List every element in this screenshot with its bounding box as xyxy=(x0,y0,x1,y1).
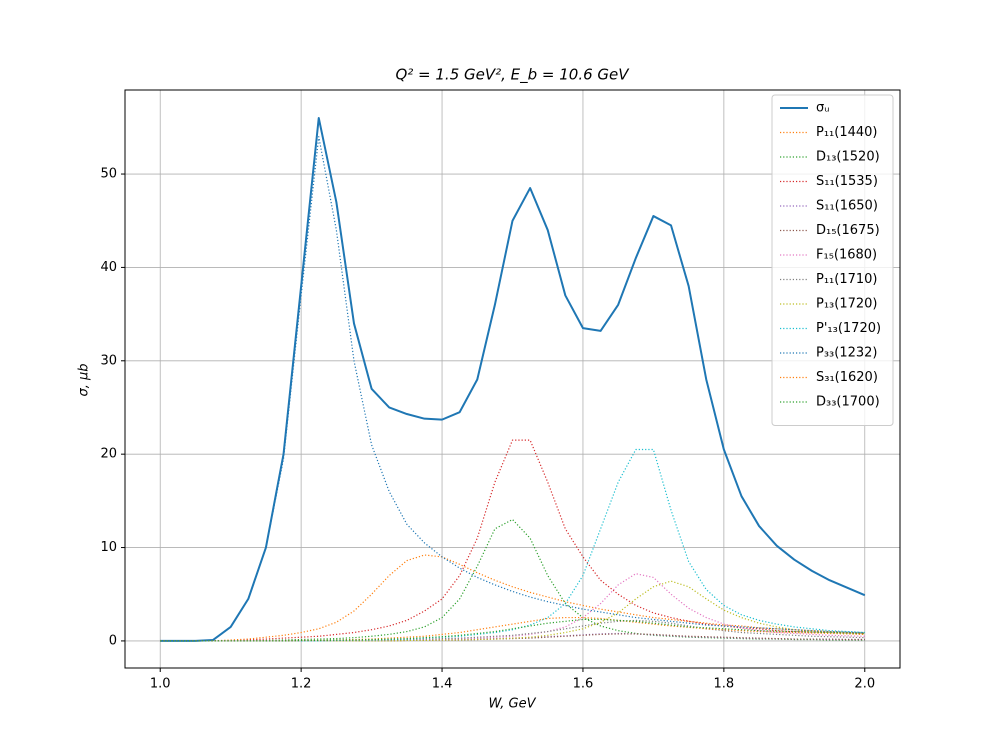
y-tick-label: 10 xyxy=(100,540,117,555)
legend-label: D₃₃(1700) xyxy=(816,395,880,410)
legend-label: P₃₃(1232) xyxy=(816,346,878,361)
x-tick-label: 1.4 xyxy=(432,677,453,692)
x-tick-label: 1.2 xyxy=(291,677,312,692)
x-axis-label: W, GeV xyxy=(488,697,536,712)
x-tick-label: 1.8 xyxy=(714,677,735,692)
legend-label: D₁₅(1675) xyxy=(816,223,880,238)
legend-label: S₃₁(1620) xyxy=(816,370,878,385)
legend-label: S₁₁(1650) xyxy=(816,199,878,214)
legend-label: σᵤ xyxy=(816,101,830,116)
axes-frame xyxy=(124,89,901,669)
series-line xyxy=(160,439,865,642)
y-tick-label: 50 xyxy=(100,167,117,182)
series-line xyxy=(160,618,865,642)
series-line xyxy=(160,117,866,642)
y-tick-label: 30 xyxy=(100,353,117,368)
series-line xyxy=(160,136,865,642)
series-line xyxy=(160,580,865,642)
legend-label: D₁₃(1520) xyxy=(816,150,880,165)
x-tick-label: 2.0 xyxy=(854,677,875,692)
legend-label: S₁₁(1535) xyxy=(816,174,878,189)
y-tick-label: 20 xyxy=(100,447,117,462)
series-line xyxy=(160,619,865,642)
y-tick-label: 0 xyxy=(109,633,117,648)
y-axis-label: σ, μb xyxy=(77,363,92,396)
legend-label: P₁₃(1720) xyxy=(816,297,878,312)
series-line xyxy=(160,573,865,642)
legend-label: P'₁₃(1720) xyxy=(816,321,881,336)
legend-label: P₁₁(1440) xyxy=(816,125,878,140)
legend: σᵤ P₁₁(1440) D₁₃(1520) S₁₁(1535) S₁₁(1650) D₁… xyxy=(771,94,894,426)
legend-label: P₁₁(1710) xyxy=(816,272,878,287)
legend-label: F₁₅(1680) xyxy=(816,248,877,263)
series-line xyxy=(160,616,865,642)
chart-title: Q² = 1.5 GeV², E_b = 10.6 GeV xyxy=(395,66,630,85)
x-tick-label: 1.6 xyxy=(573,677,594,692)
series-line xyxy=(160,448,865,642)
series-line xyxy=(160,554,865,642)
y-tick-label: 40 xyxy=(100,260,117,275)
x-tick-label: 1.0 xyxy=(150,677,171,692)
legend-box xyxy=(771,94,894,426)
